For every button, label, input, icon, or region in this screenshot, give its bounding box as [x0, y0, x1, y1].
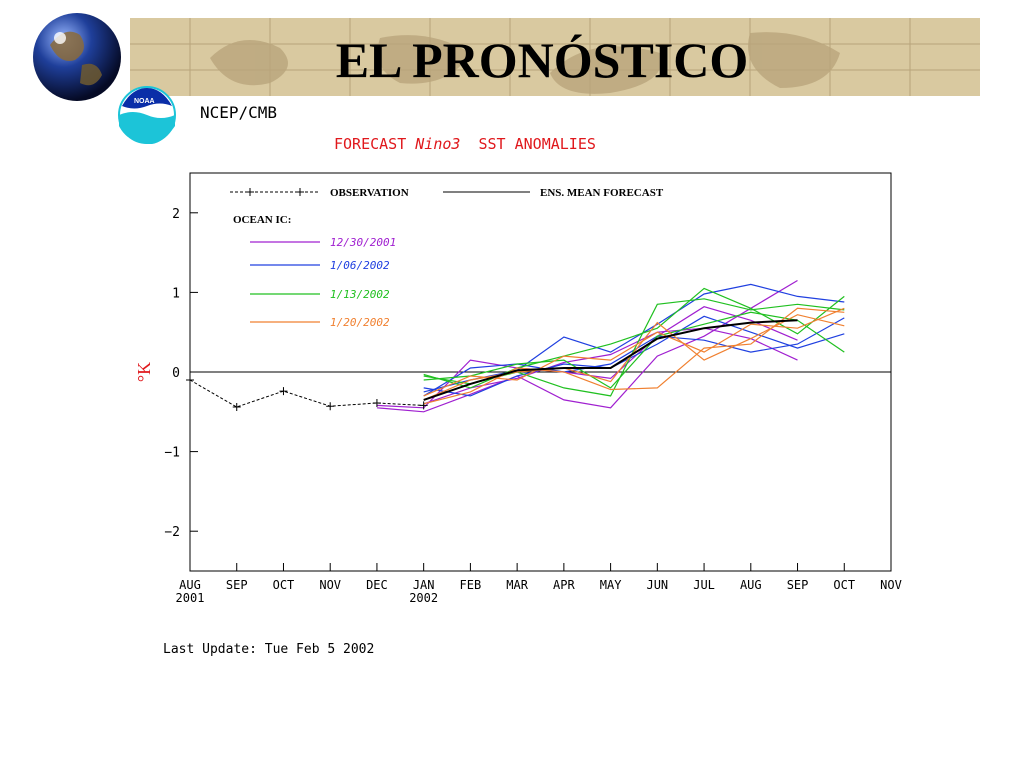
observation-marker — [232, 403, 241, 412]
x-tick-label: DEC — [366, 578, 388, 592]
chart-title-suffix: SST ANOMALIES — [460, 135, 596, 153]
last-update: Last Update: Tue Feb 5 2002 — [163, 642, 375, 657]
x-tick-label: MAY — [600, 578, 622, 592]
forecast-series-line — [376, 279, 798, 413]
slide-title: EL PRONÓSTICO — [335, 32, 749, 88]
y-tick-label: 0 — [172, 366, 180, 381]
observation-marker — [326, 402, 335, 411]
observation-line — [189, 379, 424, 408]
x-tick-label: OCT — [833, 578, 855, 592]
x-tick-label: NOV — [880, 578, 902, 592]
x-tick-label: 2002 — [409, 591, 438, 605]
y-tick-label: 1 — [172, 286, 180, 301]
chart-title-prefix: FORECAST — [334, 135, 416, 153]
y-tick-label: −2 — [164, 525, 180, 540]
x-tick-label: AUG — [179, 578, 201, 592]
x-tick-label: JUN — [646, 578, 668, 592]
chart-title-index: Nino3 — [415, 135, 461, 153]
x-tick-label: MAR — [506, 578, 528, 592]
legend-ic-label: 1/13/2002 — [330, 288, 390, 301]
y-tick-label: 2 — [172, 207, 180, 222]
forecast-series-line — [423, 311, 845, 389]
forecast-series-line — [423, 283, 845, 393]
legend-observation-marker — [296, 188, 304, 196]
observation-marker — [186, 375, 194, 384]
chart-title: FORECAST Nino3 SST ANOMALIES — [334, 135, 596, 153]
x-tick-label: JUL — [693, 578, 715, 592]
legend-observation-marker — [246, 188, 254, 196]
legend-ic-label: 12/30/2001 — [330, 236, 396, 249]
x-tick-label: OCT — [273, 578, 295, 592]
x-tick-label: 2001 — [176, 591, 205, 605]
legend-ocean-ic-label: OCEAN IC: — [233, 214, 291, 226]
noaa-logo: NOAA — [118, 86, 176, 144]
globe-icon — [33, 13, 121, 101]
x-tick-label: SEP — [226, 578, 248, 592]
forecast-series-line — [423, 315, 845, 397]
y-tick-label: −1 — [164, 446, 180, 461]
legend-observation-label: OBSERVATION — [330, 187, 409, 199]
forecast-series-line — [423, 327, 798, 405]
x-tick-label: AUG — [740, 578, 762, 592]
y-axis-label: °K — [134, 362, 154, 382]
legend-ic-label: 1/06/2002 — [330, 259, 390, 272]
legend-ens-mean-label: ENS. MEAN FORECAST — [540, 187, 664, 199]
x-tick-label: SEP — [787, 578, 809, 592]
x-tick-label: FEB — [460, 578, 482, 592]
observation-marker — [419, 401, 428, 410]
ens-mean-line — [423, 319, 798, 401]
x-tick-label: JAN — [413, 578, 435, 592]
x-tick-label: NOV — [319, 578, 341, 592]
x-tick-label: APR — [553, 578, 575, 592]
org-label: NCEP/CMB — [200, 103, 278, 122]
legend-ic-label: 1/20/2002 — [330, 316, 390, 329]
observation-marker — [279, 387, 288, 396]
title-banner — [130, 18, 980, 96]
svg-text:NOAA: NOAA — [134, 98, 155, 105]
map-background — [130, 18, 980, 96]
observation-marker — [372, 399, 381, 408]
